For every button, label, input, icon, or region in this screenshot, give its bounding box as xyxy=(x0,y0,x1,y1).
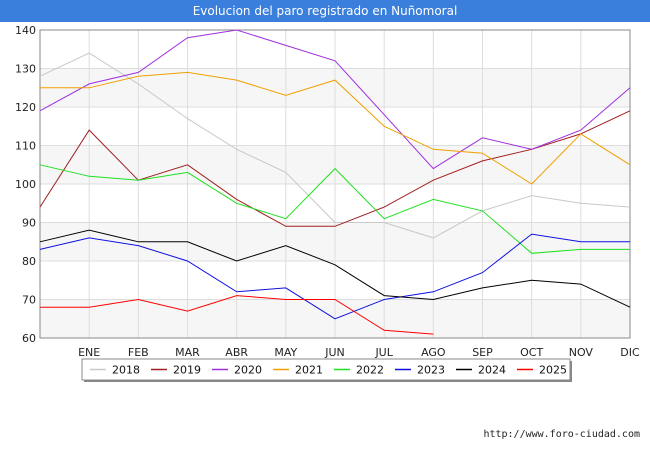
x-tick-label: DIC xyxy=(620,346,640,359)
y-tick-label: 60 xyxy=(22,332,36,345)
y-tick-label: 110 xyxy=(15,140,36,153)
y-tick-label: 100 xyxy=(15,178,36,191)
legend-label: 2023 xyxy=(417,364,445,377)
plot-frame xyxy=(39,29,631,339)
legend-label: 2018 xyxy=(112,364,140,377)
series-lines xyxy=(39,29,631,335)
legend-box xyxy=(81,358,571,381)
x-tick-label: SEP xyxy=(472,346,493,359)
series-line-2023 xyxy=(39,233,630,320)
line-chart: 60 70 80 90 100 110 120 130 140 ENE FEB MAR ABR MAY J… xyxy=(15,24,640,382)
x-tick-label: NOV xyxy=(569,346,594,359)
series-line-2024 xyxy=(39,229,631,308)
y-tick-label: 130 xyxy=(15,63,36,76)
y-tick-label: 90 xyxy=(22,217,36,230)
y-axis-ticks: 60 70 80 90 100 110 120 130 140 xyxy=(15,24,36,345)
series-line-2020 xyxy=(39,29,631,170)
legend-label: 2022 xyxy=(356,364,384,377)
series-line-2025 xyxy=(40,295,434,335)
legend: 2018 2019 2020 2021 2022 2023 2024 2025 xyxy=(81,358,572,382)
x-tick-label: JUL xyxy=(374,346,393,359)
x-tick-label: JUN xyxy=(324,346,345,359)
x-tick-label: ABR xyxy=(225,346,248,359)
x-tick-label: MAY xyxy=(274,346,297,359)
series-line-2021 xyxy=(40,71,631,185)
chart-title: Evolucion del paro registrado en Nuñomor… xyxy=(0,0,650,22)
x-tick-label: FEB xyxy=(128,346,149,359)
y-tick-label: 140 xyxy=(15,24,36,37)
y-tick-label: 120 xyxy=(15,101,36,114)
series-line-2018 xyxy=(39,52,631,239)
series-line-2022 xyxy=(39,164,630,254)
x-tick-label: OCT xyxy=(520,346,543,359)
legend-label: 2025 xyxy=(539,364,567,377)
legend-label: 2019 xyxy=(173,364,201,377)
legend-label: 2021 xyxy=(295,364,323,377)
y-tick-label: 80 xyxy=(22,255,36,268)
x-tick-label: ENE xyxy=(78,346,100,359)
source-url[interactable]: http://www.foro-ciudad.com xyxy=(483,429,640,440)
x-tick-label: AGO xyxy=(421,346,446,359)
x-axis-ticks: ENE FEB MAR ABR MAY JUN JUL AGO SEP OCT NOV DIC xyxy=(78,346,640,359)
legend-label: 2020 xyxy=(234,364,262,377)
y-tick-label: 70 xyxy=(22,294,36,307)
x-tick-label: MAR xyxy=(175,346,200,359)
legend-label: 2024 xyxy=(478,364,506,377)
